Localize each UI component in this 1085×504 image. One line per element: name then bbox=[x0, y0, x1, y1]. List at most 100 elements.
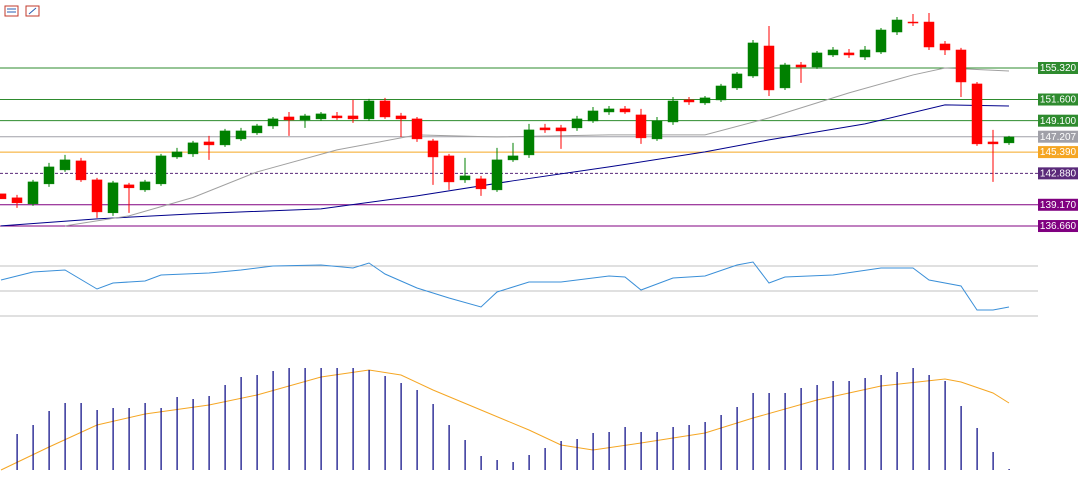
histogram-bar bbox=[480, 456, 482, 470]
candle-body bbox=[363, 100, 375, 120]
level-label-box bbox=[1038, 167, 1078, 180]
histogram-bar bbox=[128, 408, 130, 470]
candle-body bbox=[987, 141, 999, 145]
level-label-box bbox=[1038, 220, 1078, 233]
histogram-bar bbox=[544, 448, 546, 470]
candle-body bbox=[507, 155, 519, 161]
level-label: 149.100 bbox=[1040, 116, 1077, 127]
candle-body bbox=[539, 127, 551, 131]
histogram-bar bbox=[416, 390, 418, 470]
histogram-bar bbox=[528, 455, 530, 470]
histogram-bar bbox=[608, 432, 610, 470]
candle-body bbox=[763, 45, 775, 91]
candle-body bbox=[235, 130, 247, 140]
level-label-box bbox=[1038, 62, 1078, 75]
candle-body bbox=[971, 83, 983, 145]
histogram-bar bbox=[160, 408, 162, 470]
histogram-bar bbox=[256, 375, 258, 470]
candle-body bbox=[795, 64, 807, 68]
histogram-bar bbox=[800, 388, 802, 470]
histogram-bar bbox=[320, 368, 322, 470]
candle-body bbox=[27, 181, 39, 205]
candle-body bbox=[715, 85, 727, 101]
histogram-bar bbox=[32, 425, 34, 470]
histogram-bar bbox=[880, 375, 882, 470]
oscillator-line bbox=[0, 261, 1010, 311]
candle-body bbox=[203, 141, 215, 146]
candle-body bbox=[411, 118, 423, 140]
histogram-bar bbox=[768, 393, 770, 470]
candle-body bbox=[43, 166, 55, 185]
candle-body bbox=[923, 21, 935, 48]
level-label: 155.320 bbox=[1040, 63, 1077, 74]
moving-average bbox=[0, 104, 1010, 227]
histogram-bar bbox=[704, 422, 706, 470]
candle-body bbox=[139, 181, 151, 191]
candle-body bbox=[171, 151, 183, 158]
candle-body bbox=[155, 155, 167, 185]
candle-body bbox=[683, 99, 695, 103]
candle-body bbox=[747, 42, 759, 77]
candle-body bbox=[811, 52, 823, 68]
level-label-box bbox=[1038, 130, 1078, 143]
histogram-bar bbox=[512, 462, 514, 470]
candle-body bbox=[1003, 136, 1015, 144]
histogram-bar bbox=[272, 371, 274, 470]
candle-body bbox=[843, 52, 855, 56]
candle-body bbox=[571, 118, 583, 129]
level-label: 136.660 bbox=[1040, 221, 1077, 232]
candle-body bbox=[395, 115, 407, 120]
level-label: 147.207 bbox=[1040, 132, 1077, 143]
candle-body bbox=[523, 129, 535, 156]
histogram-bar bbox=[16, 434, 18, 470]
histogram-bar bbox=[288, 368, 290, 470]
histogram-bar bbox=[496, 460, 498, 470]
level-label-box bbox=[1038, 146, 1078, 159]
marks bbox=[0, 12, 1015, 470]
candle-body bbox=[651, 120, 663, 140]
candle-body bbox=[731, 73, 743, 89]
histogram-bar bbox=[992, 452, 994, 470]
histogram-bar bbox=[448, 425, 450, 470]
candle-body bbox=[315, 113, 327, 120]
candle-body bbox=[379, 100, 391, 118]
candle-body bbox=[219, 130, 231, 146]
candle-body bbox=[875, 29, 887, 53]
icon-list[interactable] bbox=[4, 5, 19, 17]
toolbar-icons bbox=[4, 5, 40, 17]
histogram-bar bbox=[912, 368, 914, 470]
candle-body bbox=[107, 182, 119, 214]
level-label: 142.880 bbox=[1040, 168, 1077, 179]
histogram-bar bbox=[848, 381, 850, 470]
candle-body bbox=[555, 127, 567, 132]
histogram-bar bbox=[1008, 469, 1010, 470]
histogram-bar bbox=[384, 376, 386, 470]
candle-body bbox=[283, 116, 295, 121]
level-label: 139.170 bbox=[1040, 200, 1077, 211]
histogram-bar bbox=[224, 385, 226, 470]
histogram-bar bbox=[432, 404, 434, 470]
candle-body bbox=[331, 115, 343, 119]
candle-body bbox=[779, 64, 791, 89]
level-label-box bbox=[1038, 114, 1078, 127]
histogram-bar bbox=[64, 403, 66, 470]
candle-body bbox=[955, 49, 967, 83]
candle-body bbox=[635, 114, 647, 139]
level-labels: 155.320 151.600 149.100 147.207 145.390 142.8… bbox=[1038, 62, 1078, 232]
candle-body bbox=[347, 115, 359, 120]
candle-body bbox=[187, 142, 199, 155]
candle-body bbox=[267, 118, 279, 127]
histogram-bar bbox=[672, 427, 674, 470]
histogram-bar bbox=[752, 393, 754, 470]
histogram-bar bbox=[656, 432, 658, 470]
candle-body bbox=[91, 179, 103, 213]
histogram-bar bbox=[112, 408, 114, 470]
candle-body bbox=[299, 115, 311, 121]
candle-body bbox=[251, 125, 263, 134]
histogram-bar bbox=[784, 393, 786, 470]
histogram-bar bbox=[624, 427, 626, 470]
histogram-bar bbox=[96, 410, 98, 470]
candle-body bbox=[699, 97, 711, 104]
